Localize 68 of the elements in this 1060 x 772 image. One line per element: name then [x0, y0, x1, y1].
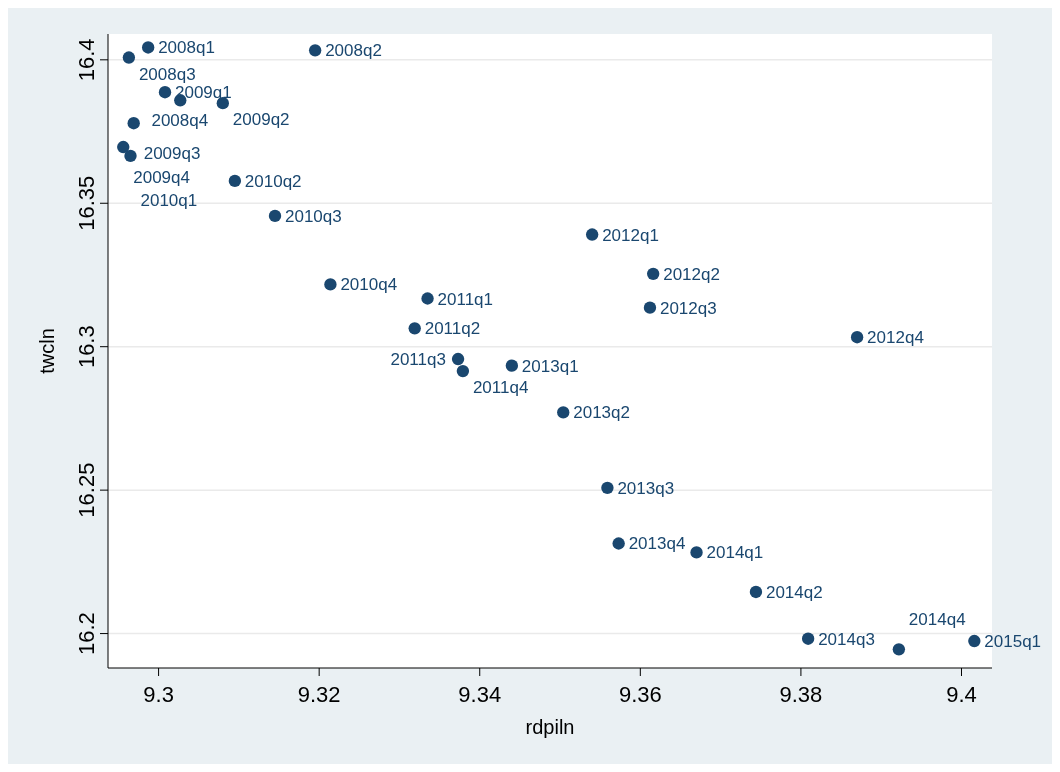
annotation: 2011q3: [390, 350, 446, 370]
annotation: 2013q3: [617, 478, 675, 498]
point: [801, 632, 815, 645]
y-tick-label: 16.3: [74, 325, 99, 369]
point: [585, 228, 599, 241]
annotation: 2012q1: [602, 225, 659, 245]
x-tick-label: 9.36: [618, 682, 662, 707]
point: [690, 546, 703, 559]
point: [158, 86, 172, 99]
point: [601, 481, 614, 495]
point: [643, 301, 657, 314]
point: [141, 41, 155, 54]
annotation: 2015q1: [984, 632, 1042, 652]
annotation: 2011q4: [472, 378, 529, 398]
point: [456, 364, 470, 378]
annotation: 2009q4: [133, 168, 190, 188]
annotation: 2014q2: [765, 582, 823, 602]
annotation: 2009q2: [232, 110, 290, 130]
y-tick-label: 16.25: [74, 462, 99, 518]
point: [124, 149, 137, 163]
annotation: 2014q4: [908, 610, 966, 630]
annotation: 2012q3: [659, 298, 717, 318]
x-tick-label: 9.32: [297, 682, 341, 707]
point: [324, 278, 337, 291]
annotation: 2011q2: [424, 319, 481, 339]
y-tick-label: 16.2: [74, 612, 99, 655]
point: [646, 267, 660, 280]
annotation: 2010q4: [340, 275, 398, 295]
annotation: 2008q2: [325, 41, 382, 61]
point: [892, 643, 906, 656]
annotation: 2012q4: [867, 328, 924, 348]
annotation: 2013q2: [573, 403, 630, 423]
point: [228, 174, 242, 188]
x-tick-label: 9.34: [458, 682, 502, 707]
x-axis-title: rdpiln: [525, 716, 575, 738]
y-axis-title: twcln: [36, 328, 58, 374]
annotation: 2014q1: [706, 543, 764, 563]
point: [749, 585, 763, 599]
annotation: 2010q1: [140, 190, 198, 210]
point: [451, 352, 465, 366]
point: [968, 634, 981, 648]
x-tick-label: 9.3: [143, 682, 174, 707]
annotation: 2008q4: [151, 111, 209, 131]
annotation: 2010q2: [244, 171, 302, 191]
point: [308, 44, 322, 57]
annotation: 2009q3: [143, 144, 201, 164]
x-tick-label: 9.4: [946, 682, 977, 707]
x-tick-label: 9.38: [779, 682, 823, 707]
annotation: 2008q1: [158, 38, 215, 58]
point: [268, 209, 282, 223]
annotation: 2008q3: [138, 64, 196, 84]
annotation: 2014q3: [818, 629, 875, 649]
point: [850, 331, 864, 344]
point: [117, 140, 130, 154]
point: [127, 117, 140, 130]
y-tick-label: 16.35: [74, 175, 99, 231]
point: [505, 359, 519, 372]
annotation: 2011q1: [437, 289, 494, 309]
point: [557, 406, 570, 419]
annotation: 2013q1: [521, 356, 579, 376]
point: [122, 51, 136, 64]
point: [612, 537, 625, 550]
annotation: 2010q3: [285, 206, 342, 226]
annotation: 2012q2: [663, 264, 720, 284]
point: [408, 322, 421, 335]
y-tick-label: 16.4: [74, 38, 99, 82]
annotation: 2013q4: [628, 534, 686, 554]
point: [421, 292, 434, 305]
